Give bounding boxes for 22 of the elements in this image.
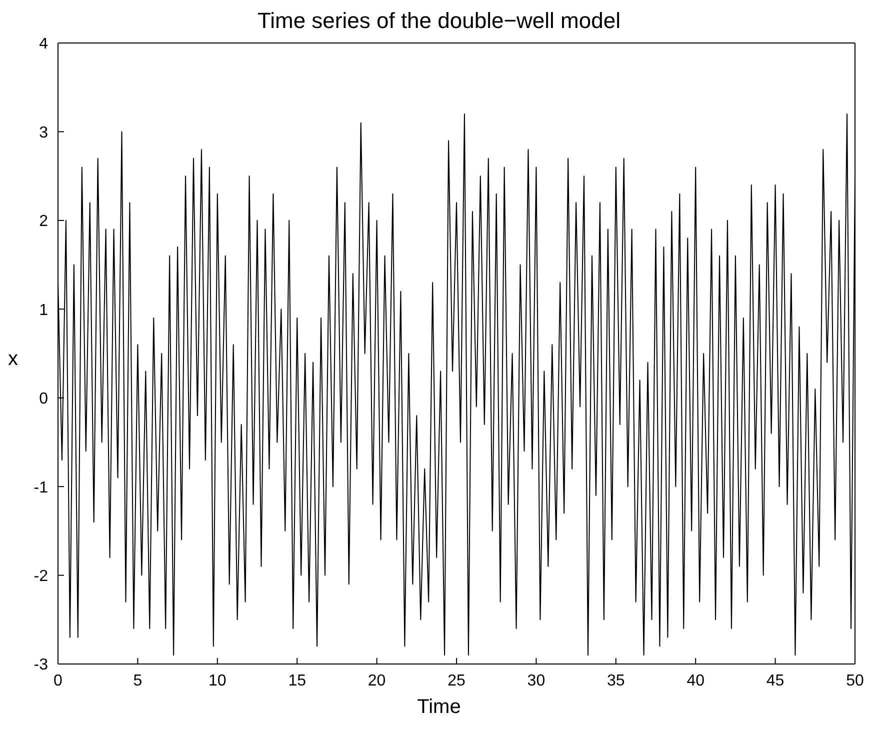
y-tick-label: 2 <box>39 213 48 230</box>
x-tick-label: 25 <box>448 672 466 690</box>
chart-title: Time series of the double−well model <box>258 8 620 33</box>
x-tick-label: 20 <box>368 672 386 690</box>
y-tick-label: 1 <box>39 302 48 319</box>
x-tick-label: 50 <box>846 672 864 690</box>
y-tick-label: 3 <box>39 124 48 142</box>
x-tick-label: 45 <box>766 672 784 690</box>
y-tick-label: -3 <box>34 656 48 674</box>
x-tick-label: 30 <box>527 672 546 690</box>
y-tick-label: 4 <box>39 36 48 53</box>
y-tick-label: -2 <box>34 568 48 585</box>
x-axis-title: Time <box>416 696 462 719</box>
x-tick-label: 10 <box>208 672 226 690</box>
y-tick-label: -1 <box>34 479 48 496</box>
x-tick-label: 5 <box>133 672 142 690</box>
x-tick-label: 35 <box>607 672 625 690</box>
y-tick-label: 0 <box>39 390 48 408</box>
x-tick-label: 15 <box>288 672 306 690</box>
y-axis-title: x <box>8 348 18 371</box>
x-tick-label: 40 <box>686 672 705 690</box>
x-tick-label: 0 <box>54 672 63 690</box>
